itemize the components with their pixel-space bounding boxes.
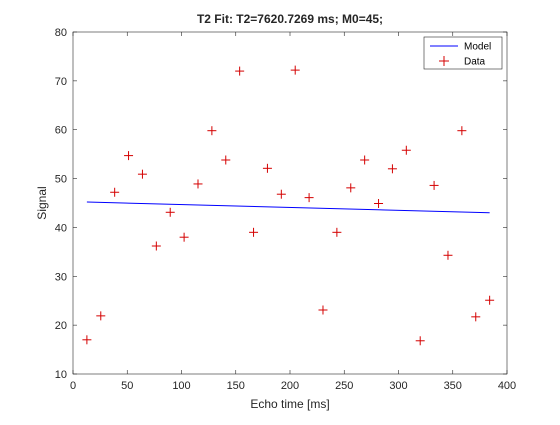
y-tick-label: 20 [55,320,67,332]
data-point [151,241,161,251]
data-point [318,305,328,315]
y-axis-title: Signal [35,186,49,219]
y-tick-label: 60 [55,125,67,137]
plot-area [73,32,507,374]
data-point [137,169,147,179]
data-point [179,232,189,242]
data-point [471,312,481,322]
data-point [304,193,314,203]
y-tick-label: 70 [55,76,67,88]
x-axis-title: Echo time [ms] [250,397,329,411]
data-point [457,126,467,136]
x-tick-label: 350 [444,380,462,392]
data-point [276,189,286,199]
chart-title: T2 Fit: T2=7620.7269 ms; M0=45; [197,12,383,26]
data-point [193,179,203,189]
y-tick-label: 10 [55,369,67,381]
y-tick-label: 80 [55,27,67,39]
data-point [374,198,384,208]
data-point [332,227,342,237]
y-tick-label: 40 [55,222,67,234]
x-tick-label: 400 [498,380,516,392]
legend-data-swatch [439,56,449,66]
data-point [221,155,231,165]
data-point [485,295,495,305]
data-point [235,66,245,76]
data-point [249,227,259,237]
data-point [290,65,300,75]
data-point [110,187,120,197]
x-tick-label: 150 [227,380,245,392]
y-tick-label: 50 [55,174,67,186]
data-point [401,145,411,155]
x-tick-label: 50 [121,380,133,392]
data-point [124,151,134,161]
data-point [346,183,356,193]
data-point [262,163,272,173]
data-point [82,335,92,345]
x-tick-label: 100 [172,380,190,392]
data-point [429,180,439,190]
data-point [96,311,106,321]
legend: Model Data [423,36,503,70]
data-point [415,336,425,346]
data-point [360,155,370,165]
data-point [387,164,397,174]
y-tick-label: 30 [55,271,67,283]
data-point [207,126,217,136]
legend-model-label: Model [464,42,491,53]
x-tick-label: 250 [335,380,353,392]
x-tick-label: 300 [389,380,407,392]
data-point [165,207,175,217]
model-line [86,201,490,214]
legend-data-label: Data [464,57,486,68]
x-tick-label: 200 [281,380,299,392]
x-tick-label: 0 [70,380,76,392]
legend-box [423,36,503,70]
data-point [443,250,453,260]
